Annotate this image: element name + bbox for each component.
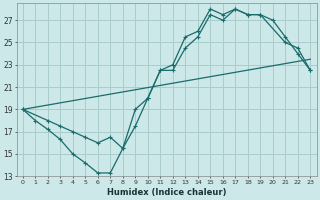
X-axis label: Humidex (Indice chaleur): Humidex (Indice chaleur) <box>107 188 226 197</box>
